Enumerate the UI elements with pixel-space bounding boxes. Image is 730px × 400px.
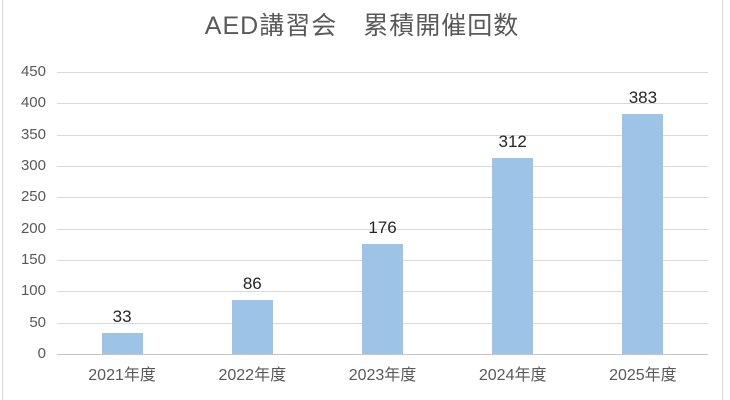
y-axis-tick-label: 300 — [20, 157, 46, 174]
bar — [492, 158, 534, 354]
x-axis-category-label: 2022年度 — [218, 367, 287, 384]
gridline — [57, 166, 708, 167]
x-axis-line — [57, 354, 708, 355]
y-axis-tick-label: 200 — [20, 219, 46, 237]
y-axis-tick-label: 350 — [20, 125, 46, 143]
gridline — [57, 134, 708, 136]
gridline — [57, 197, 708, 199]
y-axis-tick-label: 250 — [20, 188, 46, 206]
bar-data-label: 176 — [368, 217, 397, 237]
bar — [362, 243, 403, 354]
gridline — [57, 228, 708, 230]
chart-title: AED講習会 累積開催回数 — [204, 12, 520, 40]
y-axis-tick-label: 150 — [20, 251, 46, 268]
y-axis-tick-label: 100 — [20, 282, 46, 300]
bar-data-label: 86 — [242, 274, 262, 294]
y-axis-tick-label: 400 — [20, 94, 46, 112]
x-axis-category-label: 2023年度 — [348, 367, 417, 384]
chart-frame-right-border — [722, 0, 723, 400]
chart-frame-left-border — [2, 0, 3, 400]
bar — [622, 113, 664, 354]
bar — [231, 300, 273, 354]
x-axis-category-label: 2024年度 — [478, 367, 547, 384]
y-axis-tick-label: 450 — [20, 63, 46, 80]
x-axis-category-label: 2025年度 — [609, 367, 677, 384]
bar — [101, 333, 143, 354]
x-axis-category-label: 2021年度 — [88, 367, 156, 384]
y-axis-tick-label: 0 — [37, 345, 46, 362]
bar-data-label: 33 — [112, 307, 132, 327]
bar-data-label: 312 — [498, 132, 527, 152]
bar-data-label: 383 — [628, 87, 658, 107]
gridline — [57, 103, 708, 105]
gridline — [57, 72, 708, 73]
y-axis-tick-label: 50 — [29, 313, 46, 331]
